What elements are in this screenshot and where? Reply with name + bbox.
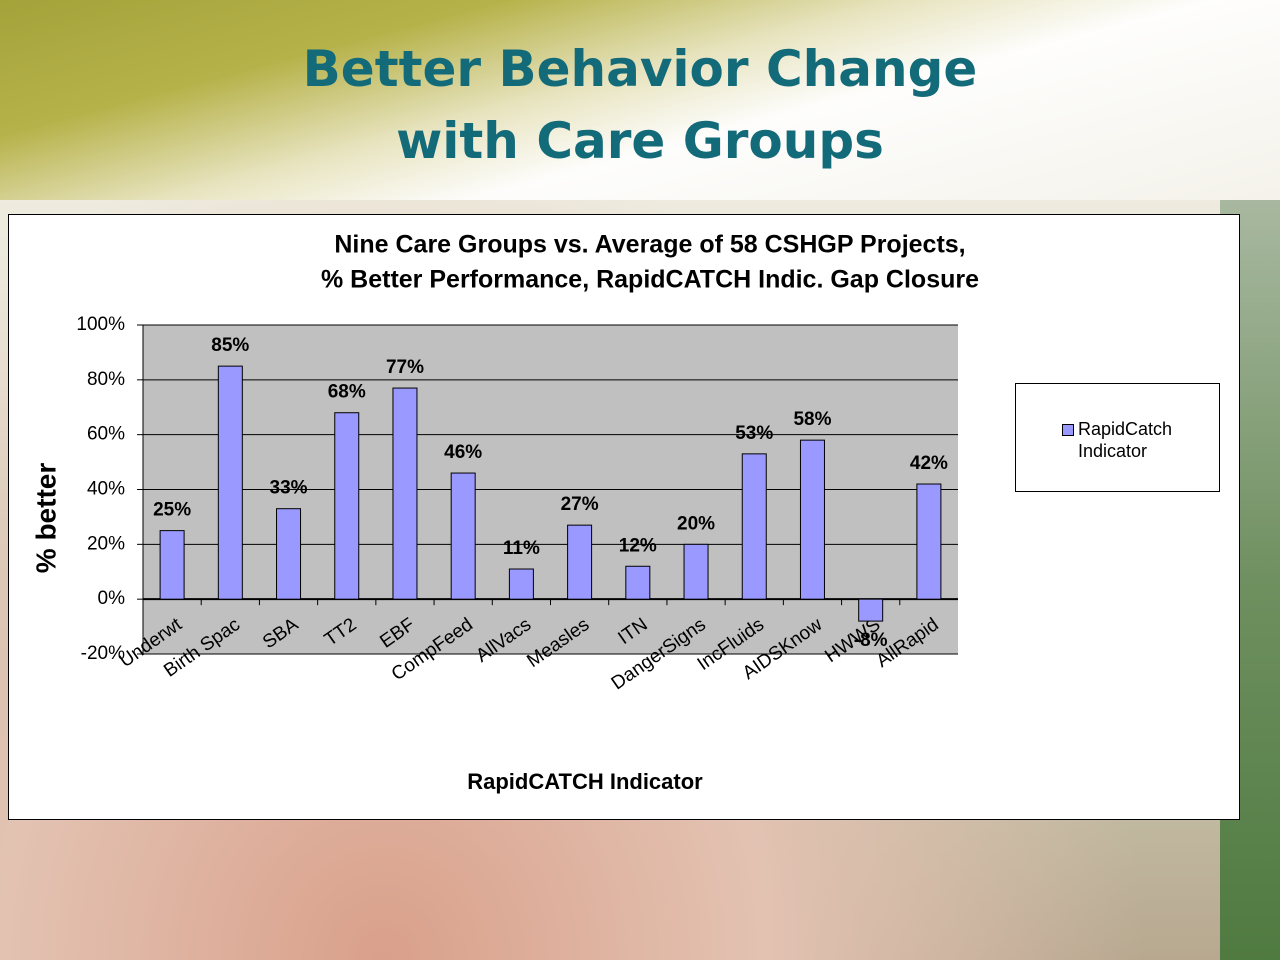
bar [334, 412, 360, 600]
y-tick-label: 20% [87, 533, 125, 554]
slide-title: Better Behavior Change [302, 40, 978, 98]
value-label: 53% [735, 423, 773, 444]
value-label: 27% [561, 494, 599, 515]
legend: RapidCatch Indicator [1015, 383, 1220, 492]
bar [858, 598, 884, 622]
bar [625, 565, 651, 600]
value-label: 20% [677, 513, 715, 534]
value-label: 85% [211, 335, 249, 356]
value-label: 58% [793, 409, 831, 430]
slide-title: with Care Groups [396, 112, 884, 170]
bar [508, 568, 534, 600]
y-tick-label: 80% [87, 369, 125, 390]
y-tick-label: 0% [98, 588, 126, 609]
bar [567, 524, 593, 600]
y-tick-label: 100% [76, 314, 125, 335]
header-band [0, 0, 1280, 200]
legend-swatch [1062, 424, 1074, 436]
bar [916, 483, 942, 600]
bar [392, 387, 418, 600]
chart-title: Nine Care Groups vs. Average of 58 CSHGP… [334, 231, 965, 259]
y-tick-label: -20% [81, 643, 125, 664]
bar [683, 543, 709, 600]
bar [159, 530, 185, 600]
y-tick-label: 60% [87, 424, 125, 445]
y-axis-label: % better [30, 463, 61, 574]
value-label: 42% [910, 453, 948, 474]
y-tick-label: 40% [87, 479, 125, 500]
bar [799, 439, 825, 600]
value-label: 11% [503, 538, 540, 559]
value-label: 12% [619, 535, 657, 556]
bar [217, 365, 243, 600]
value-label: -8% [854, 630, 888, 651]
value-label: 68% [328, 382, 366, 403]
x-axis-label: RapidCATCH Indicator [467, 769, 703, 794]
bar [741, 453, 767, 600]
value-label: 33% [270, 478, 308, 499]
bar [450, 472, 476, 600]
value-label: 77% [386, 357, 424, 378]
value-label: 46% [444, 442, 482, 463]
chart-title: % Better Performance, RapidCATCH Indic. … [321, 266, 979, 294]
bar [276, 508, 302, 600]
legend-label: RapidCatch Indicator [1078, 419, 1173, 461]
value-label: 25% [153, 500, 191, 521]
